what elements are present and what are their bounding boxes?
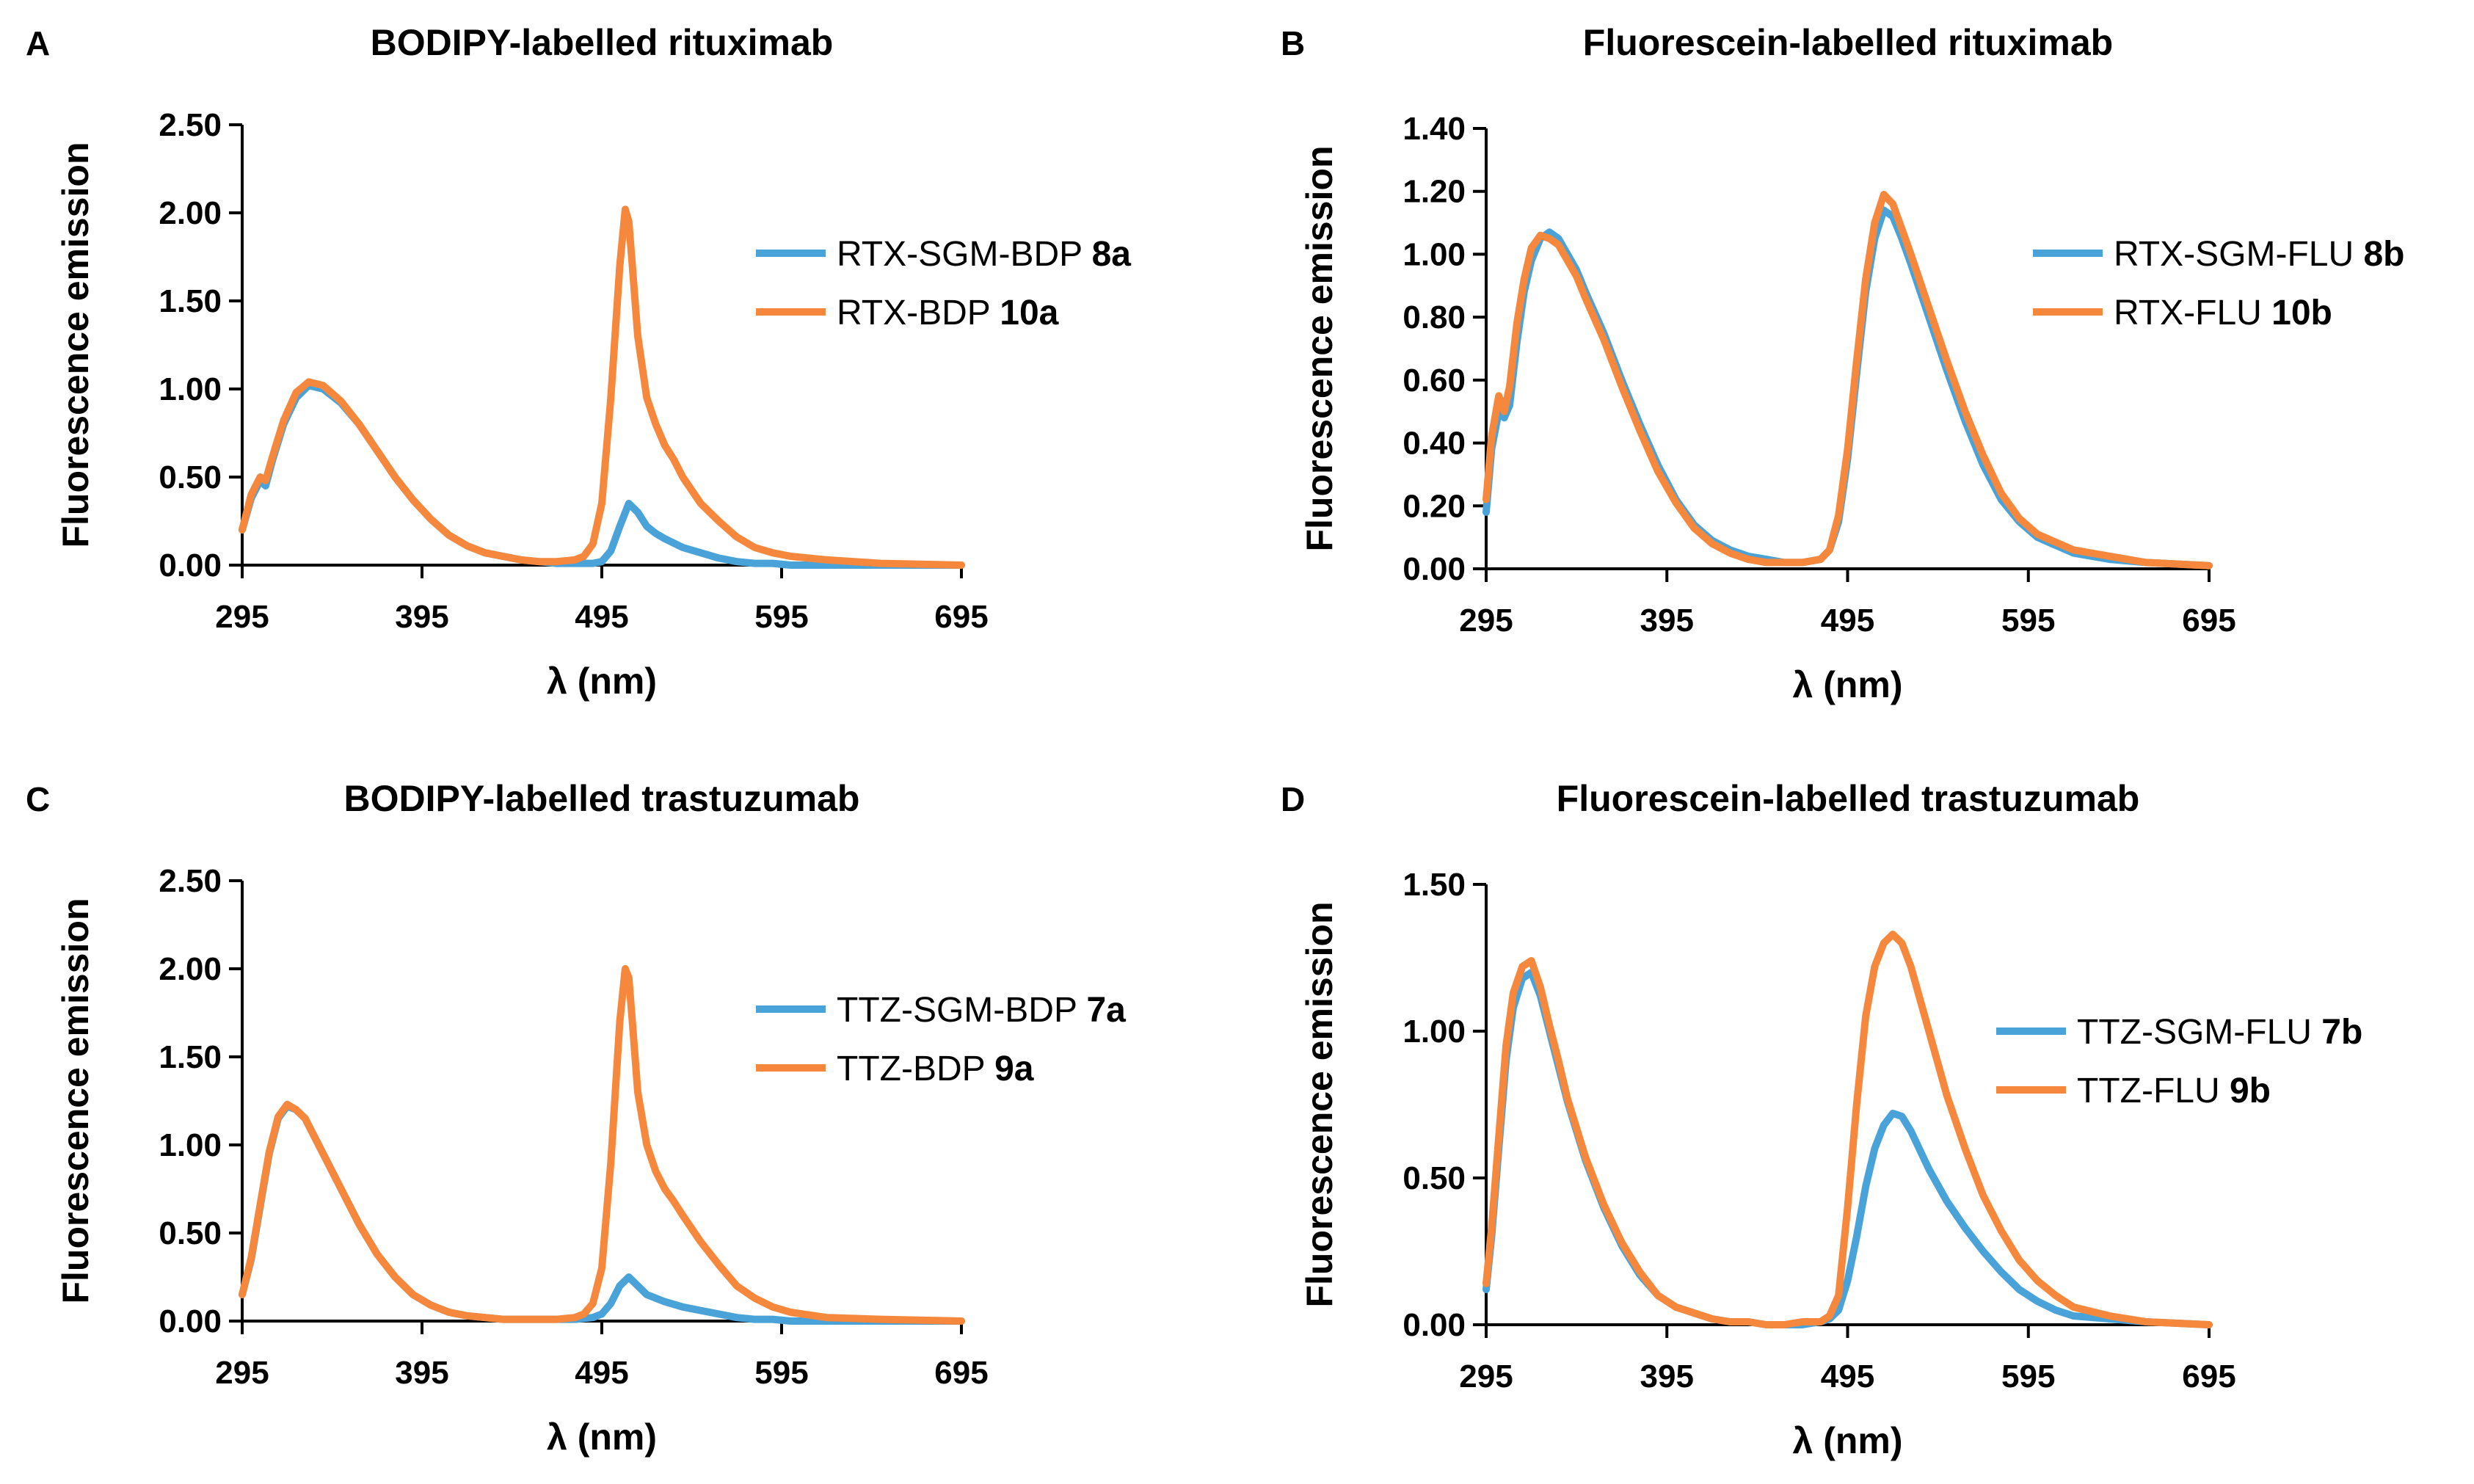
chart-panel-a: A BODIPY-labelled rituximab 0.00 0.50 1.00 1.… xyxy=(26,22,1131,702)
y-tick-label: 0.50 xyxy=(1402,1160,1466,1196)
y-tick-label: 0.60 xyxy=(1402,363,1466,399)
y-tick-label: 0.50 xyxy=(159,459,222,495)
x-tick-label: 595 xyxy=(754,1355,808,1391)
chart-title: Fluorescein-labelled trastuzumab xyxy=(1557,778,2140,819)
series-line-ttz-flu xyxy=(1482,931,2213,1328)
legend-name: RTX-SGM-BDP xyxy=(837,235,1092,274)
y-axis-title: Fluorescence emission xyxy=(1299,901,1340,1307)
y-tick-label: 2.00 xyxy=(159,951,222,987)
y-tick-label: 1.00 xyxy=(159,1127,222,1163)
x-tick-label: 495 xyxy=(1821,603,1874,639)
x-tick-label: 695 xyxy=(934,599,988,635)
y-tick-label: 0.00 xyxy=(159,1303,222,1339)
y-tick-label: 1.00 xyxy=(159,371,222,407)
y-tick-label: 0.20 xyxy=(1402,488,1466,524)
chart-panel-b: B Fluorescein-labelled rituximab 0.00 0.20 0… xyxy=(1281,22,2404,705)
y-tick-label: 2.00 xyxy=(159,195,222,231)
legend-entry: TTZ-SGM-FLU 7b xyxy=(2077,1013,2362,1052)
chart-title: BODIPY-labelled rituximab xyxy=(371,22,834,63)
y-tick-label: 0.80 xyxy=(1402,299,1466,335)
series-line-rtx-sgm-flu xyxy=(1482,206,2213,570)
y-tick-label: 1.50 xyxy=(159,1039,222,1075)
x-tick-label: 395 xyxy=(1640,603,1694,639)
y-tick-label: 0.00 xyxy=(159,548,222,583)
legend-name: TTZ-SGM-BDP xyxy=(837,991,1086,1030)
x-tick-label: 295 xyxy=(215,1355,269,1391)
y-axis-title: Fluorescence emission xyxy=(55,142,96,548)
x-axis-title: λ (nm) xyxy=(1793,664,1903,705)
series-line-ttz-bdp xyxy=(239,965,965,1325)
legend-compound-id: 7b xyxy=(2321,1013,2362,1052)
legend-entry: TTZ-BDP 9a xyxy=(837,1050,1034,1088)
x-axis-title: λ (nm) xyxy=(547,661,657,702)
x-tick-label: 495 xyxy=(1821,1358,1874,1394)
series-line-rtx-bdp xyxy=(239,205,965,569)
x-tick-label: 695 xyxy=(934,1355,988,1391)
x-axis-title: λ (nm) xyxy=(1793,1420,1903,1461)
chart-title: Fluorescein-labelled rituximab xyxy=(1583,22,2113,63)
y-tick-label: 0.50 xyxy=(159,1215,222,1251)
legend-compound-id: 7a xyxy=(1086,991,1126,1030)
panel-letter: D xyxy=(1281,780,1305,818)
legend-compound-id: 8b xyxy=(2363,235,2404,274)
legend-name: TTZ-FLU xyxy=(2077,1072,2230,1110)
y-tick-label: 1.50 xyxy=(1402,867,1466,903)
legend-entry: RTX-FLU 10b xyxy=(2114,294,2332,332)
panel-letter: A xyxy=(26,24,50,62)
x-tick-label: 595 xyxy=(2001,603,2055,639)
x-tick-label: 595 xyxy=(2001,1358,2055,1394)
x-tick-label: 395 xyxy=(1640,1358,1694,1394)
legend-name: TTZ-BDP xyxy=(837,1050,994,1088)
x-tick-label: 695 xyxy=(2182,1358,2235,1394)
y-axis-title: Fluorescence emission xyxy=(55,898,96,1303)
legend-entry: TTZ-SGM-BDP 7a xyxy=(837,991,1126,1030)
x-tick-label: 295 xyxy=(1459,603,1513,639)
y-tick-label: 1.20 xyxy=(1402,174,1466,210)
x-axis-title: λ (nm) xyxy=(547,1416,657,1458)
x-tick-label: 395 xyxy=(395,1355,448,1391)
y-tick-label: 0.00 xyxy=(1402,551,1466,587)
y-tick-label: 0.00 xyxy=(1402,1307,1466,1343)
y-tick-label: 1.50 xyxy=(159,283,222,319)
chart-panel-c: C BODIPY-labelled trastuzumab 0.00 0.50 1.00… xyxy=(26,778,1126,1458)
legend-compound-id: 10b xyxy=(2271,294,2332,332)
panel-letter: B xyxy=(1281,24,1305,62)
chart-panel-d: D Fluorescein-labelled trastuzumab 0.00 0.5… xyxy=(1281,778,2362,1461)
legend-entry: RTX-SGM-FLU 8b xyxy=(2114,235,2404,274)
legend-compound-id: 8a xyxy=(1092,235,1132,274)
x-tick-label: 495 xyxy=(575,599,628,635)
legend-compound-id: 9b xyxy=(2230,1072,2271,1110)
legend-name: RTX-FLU xyxy=(2114,294,2271,332)
y-tick-label: 0.40 xyxy=(1402,426,1466,462)
x-tick-label: 695 xyxy=(2182,603,2235,639)
y-tick-label: 1.00 xyxy=(1402,1014,1466,1050)
y-axis-title: Fluorescence emission xyxy=(1299,145,1340,551)
x-tick-label: 395 xyxy=(395,599,448,635)
y-tick-label: 2.50 xyxy=(159,107,222,143)
legend-entry: TTZ-FLU 9b xyxy=(2077,1072,2271,1110)
series-line-rtx-flu xyxy=(1482,191,2213,570)
x-tick-label: 295 xyxy=(1459,1358,1513,1394)
x-tick-label: 495 xyxy=(575,1355,628,1391)
legend-compound-id: 9a xyxy=(994,1050,1034,1088)
y-tick-label: 1.40 xyxy=(1402,111,1466,147)
legend-entry: RTX-BDP 10a xyxy=(837,294,1059,332)
legend-compound-id: 10a xyxy=(1000,294,1058,332)
legend-entry: RTX-SGM-BDP 8a xyxy=(837,235,1131,274)
legend-name: TTZ-SGM-FLU xyxy=(2077,1013,2321,1052)
chart-title: BODIPY-labelled trastuzumab xyxy=(344,778,860,819)
x-tick-label: 595 xyxy=(754,599,808,635)
panel-letter: C xyxy=(26,780,50,818)
y-tick-label: 2.50 xyxy=(159,863,222,899)
x-tick-label: 295 xyxy=(215,599,269,635)
legend-name: RTX-SGM-FLU xyxy=(2114,235,2363,274)
legend-name: RTX-BDP xyxy=(837,294,1000,332)
y-tick-label: 1.00 xyxy=(1402,236,1466,272)
